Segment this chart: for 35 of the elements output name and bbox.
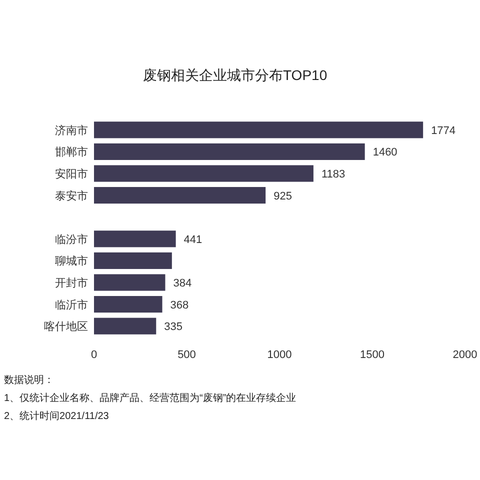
y-tick-label: 泰安市 (55, 189, 88, 202)
data-label: 441 (184, 234, 202, 246)
bar (94, 252, 172, 269)
x-tick-label: 1500 (360, 349, 384, 361)
data-label: 368 (170, 299, 189, 312)
bar (94, 165, 314, 182)
bar (94, 318, 156, 334)
text: 数据说明： (4, 374, 54, 386)
text: 2、统计时间2021/11/23 (4, 410, 110, 422)
x-tick-label: 500 (178, 349, 196, 361)
x-tick-label: 1000 (267, 349, 292, 361)
x-tick-label: 2000 (452, 349, 478, 361)
y-tick-label: 喀什地区 (44, 320, 88, 334)
text: 1、仅统计企业名称、品牌产品、经营范围为“废钢”的在业存续企业 (4, 392, 296, 404)
y-tick-label: 济南市 (55, 124, 88, 137)
y-tick-label: 聊城市 (55, 254, 88, 268)
bar (94, 274, 166, 291)
data-label: 335 (164, 321, 182, 334)
bar (94, 187, 266, 204)
bar (94, 143, 365, 160)
data-label: 1774 (431, 124, 456, 137)
bar (94, 296, 162, 313)
bar (94, 122, 424, 138)
data-label: 1460 (372, 146, 398, 159)
y-tick-label: 安阳市 (55, 168, 88, 180)
data-label: 1183 (321, 168, 346, 180)
x-tick-label: 0 (90, 349, 98, 361)
y-tick-label: 临汾市 (55, 232, 88, 246)
bar (94, 230, 176, 248)
y-tick-label: 邯郸市 (55, 146, 88, 159)
y-tick-label: 临沂市 (55, 298, 88, 312)
chart-title: 废钢相关企业城市分布TOP10 (143, 67, 328, 83)
data-label: 384 (173, 278, 192, 290)
y-tick-label: 开封市 (55, 276, 88, 290)
data-label: 925 (274, 190, 292, 202)
